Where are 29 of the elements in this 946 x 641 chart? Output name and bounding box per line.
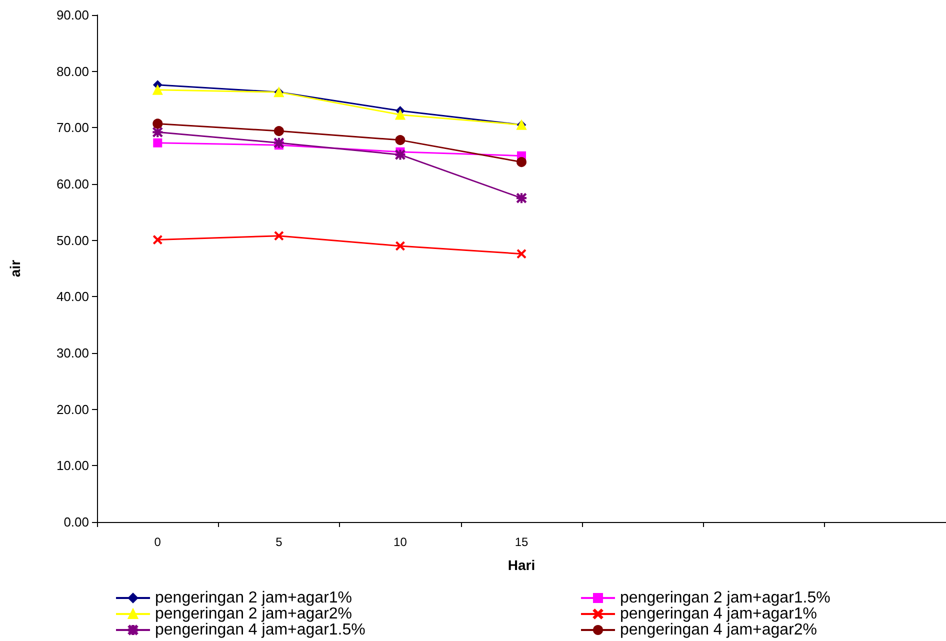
y-tick-label: 40.00 [56, 289, 89, 304]
x-axis-title: Hari [508, 557, 536, 573]
y-tick-label: 90.00 [56, 8, 89, 22]
point [153, 138, 162, 148]
y-tick-label: 50.00 [56, 232, 89, 248]
point [152, 84, 163, 95]
y-axis-title: air [7, 259, 23, 278]
legend-label: pengeringan 2 jam+agar2% [155, 606, 352, 622]
point [395, 135, 406, 146]
legend-label: pengeringan 2 jam+agar1% [155, 590, 352, 606]
y-tick-label: 70.00 [56, 120, 89, 136]
x-tick-label: 10 [394, 535, 408, 549]
y-tick-label: 60.00 [56, 176, 89, 192]
x-tick-label: 5 [276, 535, 283, 549]
legend-label: pengeringan 4 jam+agar2% [620, 622, 818, 638]
legend-label: pengeringan 4 jam+agar1% [620, 606, 818, 622]
point [274, 126, 284, 136]
y-tick-label: 10.00 [56, 458, 89, 474]
y-tick-label: 80.00 [56, 64, 89, 79]
point [395, 110, 406, 120]
y-tick-label: 30.00 [56, 346, 89, 360]
x-tick-label: 15 [514, 535, 528, 549]
y-tick-label: 0.00 [64, 514, 89, 530]
x-tick-label: 0 [154, 535, 162, 549]
legend-label: pengeringan 2 jam+agar1.5% [620, 590, 830, 606]
legend-label: pengeringan 4 jam+agar1.5% [155, 622, 366, 638]
y-tick-label: 20.00 [56, 402, 89, 417]
point [516, 157, 526, 168]
point [152, 118, 163, 129]
